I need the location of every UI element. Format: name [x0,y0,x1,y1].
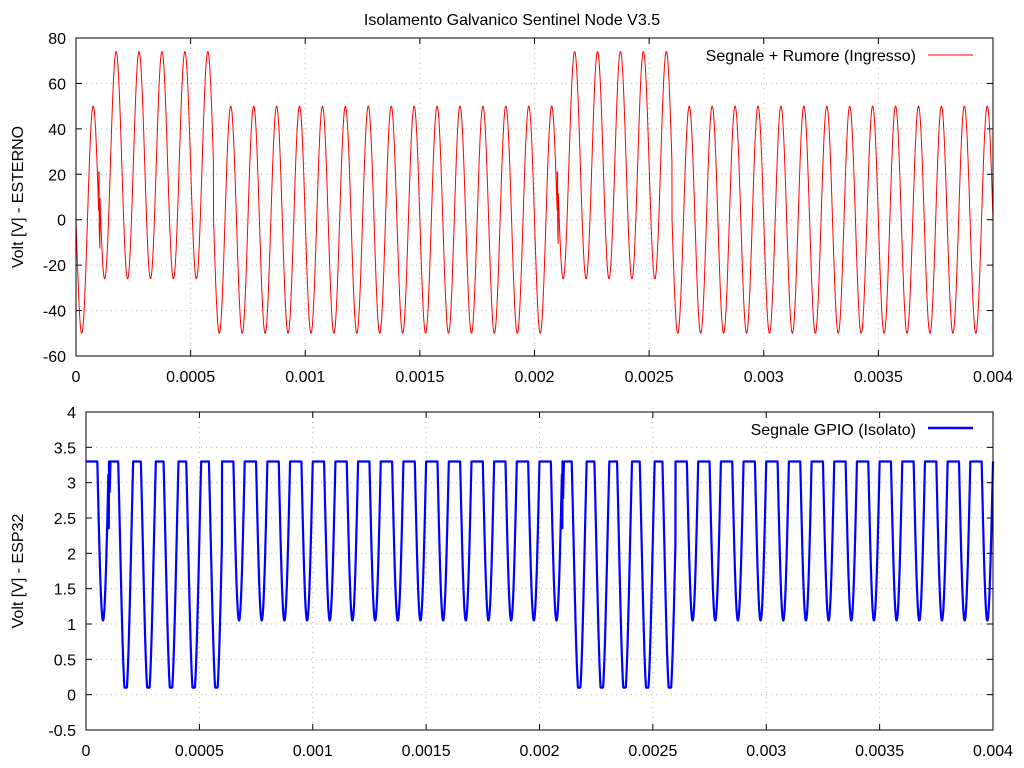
x-tick-label: 0.0025 [628,743,677,760]
x-tick-label: 0.0015 [402,743,451,760]
y-tick-label: 1 [67,617,76,634]
x-tick-label: 0.0005 [166,369,215,386]
y-tick-label: 2 [67,546,76,563]
x-tick-label: 0.002 [519,743,559,760]
chart-title: Isolamento Galvanico Sentinel Node V3.5 [364,12,660,29]
series-line-input [75,51,994,334]
x-tick-label: 0.002 [514,369,554,386]
x-tick-label: 0.003 [746,743,786,760]
x-tick-label: 0.003 [744,369,784,386]
x-tick-label: 0.0025 [625,369,674,386]
y-tick-label: -60 [43,349,66,366]
plot-frame [75,37,994,357]
plot-bottom: 0 0.0005 0.001 0.0015 0.002 0.0025 0.003 0.0035… [48,405,1013,760]
y-tick-label: 0 [67,688,76,705]
series-line-gpio [85,460,995,689]
y-tick-label: 3.5 [54,440,76,457]
x-tick-label: 0.001 [285,369,325,386]
x-tick-label: 0.0035 [854,369,903,386]
x-tick-label: 0.0015 [395,369,444,386]
y-tick-label: 2.5 [54,511,76,528]
x-tick-label: 0.004 [973,369,1013,386]
y-tick-label: 60 [48,76,66,93]
y-tick-label: 1.5 [54,582,76,599]
y-tick-label: 20 [48,167,66,184]
x-tick-label: 0.0005 [175,743,224,760]
y-axis-label-top: Volt [V] - ESTERNO [10,126,27,268]
plot-top: 0 0.0005 0.001 0.0015 0.002 0.0025 0.003 0.0035… [43,31,1013,386]
y-tick-label: -0.5 [48,723,76,740]
x-tick-label: 0 [72,369,81,386]
x-tick-label: 0.004 [973,743,1013,760]
legend-label-top: Segnale + Rumore (Ingresso) [706,48,916,65]
y-tick-label: 0.5 [54,652,76,669]
y-tick-label: -40 [43,304,66,321]
legend-label-bottom: Segnale GPIO (Isolato) [751,422,916,439]
y-axis-label-bottom: Volt [V] - ESP32 [10,514,27,629]
x-tick-label: 0 [82,743,91,760]
y-tick-label: -20 [43,258,66,275]
plot-frame [85,411,994,731]
x-tick-label: 0.0035 [855,743,904,760]
y-tick-label: 4 [67,405,76,422]
y-tick-label: 40 [48,122,66,139]
y-tick-label: 0 [57,213,66,230]
x-tick-label: 0.001 [293,743,333,760]
y-tick-label: 80 [48,31,66,48]
y-tick-label: 3 [67,476,76,493]
